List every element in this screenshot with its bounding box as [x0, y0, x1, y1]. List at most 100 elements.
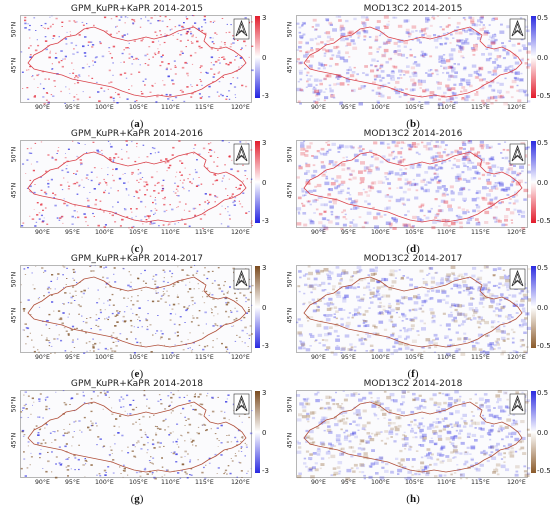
colorbar-tick: -3 — [262, 217, 269, 225]
map-panel-a: GPM_KuPR+KaPR 2014-2015 50°N 45°N 90°E 95°E 1… — [2, 4, 272, 130]
colorbar-tick: 3 — [262, 264, 267, 272]
y-tick-label: 50°N — [10, 396, 18, 413]
panel-letter: g — [134, 493, 140, 505]
colorbar-tick: -0.5 — [537, 92, 550, 100]
colorbar-tick: 0 — [262, 429, 267, 437]
panel-title: GPM_KuPR+KaPR 2014-2017 — [70, 254, 204, 264]
colorbar-tick: -0.5 — [537, 342, 550, 350]
country-border — [303, 401, 523, 473]
map-panel-f: MOD13C2 2014-2017 50°N 45°N 90°E 95°E 100°E 10… — [278, 254, 550, 380]
panel-label: (g) — [130, 493, 144, 505]
x-tick-label: 110°E — [161, 104, 180, 111]
x-tick-label: 100°E — [371, 229, 390, 236]
change-map — [296, 265, 533, 357]
panel-letter: h — [409, 493, 417, 505]
map-frame — [296, 15, 528, 103]
x-tick-label: 110°E — [161, 479, 180, 486]
change-map — [20, 140, 253, 230]
x-tick-label: 120°E — [507, 229, 526, 236]
colorbar-tick: 0 — [262, 54, 267, 62]
x-tick-label: 105°E — [405, 479, 424, 486]
panel-title: GPM_KuPR+KaPR 2014-2015 — [70, 4, 204, 14]
colorbar-tick: 3 — [262, 14, 267, 22]
north-arrow-icon — [509, 18, 526, 40]
y-tick-label: 50°N — [10, 146, 18, 163]
x-tick-label: 95°E — [65, 354, 80, 361]
x-tick-label: 95°E — [341, 479, 356, 486]
panel-title: MOD13C2 2014-2017 — [363, 254, 463, 264]
colorbar — [531, 391, 536, 473]
x-tick-label: 110°E — [437, 229, 456, 236]
y-tick-label: 45°N — [286, 57, 294, 74]
x-tick-label: 105°E — [129, 354, 148, 361]
colorbar-tick: 0.5 — [537, 14, 549, 22]
panel-label: (c) — [130, 243, 144, 255]
y-tick-label: 45°N — [286, 432, 294, 449]
map-frame — [20, 390, 252, 478]
raster-field — [21, 140, 253, 230]
x-tick-label: 105°E — [129, 104, 148, 111]
raster-field — [296, 140, 533, 232]
y-tick-label: 50°N — [286, 271, 294, 288]
change-map — [20, 390, 253, 480]
panel-letter: f — [411, 368, 415, 380]
panel-letter: c — [134, 243, 140, 255]
map-panel-b: MOD13C2 2014-2015 50°N 45°N 90°E 95°E 100°E 10… — [278, 4, 550, 130]
colorbar — [255, 141, 260, 223]
colorbar-tick: 0.0 — [537, 304, 549, 312]
x-tick-label: 95°E — [341, 104, 356, 111]
x-tick-label: 100°E — [371, 354, 390, 361]
panel-title: MOD13C2 2014-2016 — [363, 129, 463, 139]
country-border — [303, 276, 523, 348]
north-arrow-icon — [509, 143, 526, 165]
panel-title: GPM_KuPR+KaPR 2014-2018 — [70, 379, 204, 389]
x-tick-label: 95°E — [65, 229, 80, 236]
x-tick-label: 120°E — [507, 479, 526, 486]
panel-letter: a — [134, 118, 140, 130]
map-frame — [296, 140, 528, 228]
colorbar-tick: -0.5 — [537, 217, 550, 225]
map-frame — [20, 265, 252, 353]
raster-field — [20, 15, 254, 105]
panel-label: (a) — [130, 118, 144, 130]
x-tick-label: 120°E — [231, 229, 250, 236]
x-tick-label: 115°E — [471, 354, 490, 361]
panel-title: GPM_KuPR+KaPR 2014-2016 — [70, 129, 204, 139]
x-tick-label: 100°E — [95, 354, 114, 361]
x-tick-label: 100°E — [95, 479, 114, 486]
map-frame — [296, 390, 528, 478]
x-tick-label: 110°E — [437, 104, 456, 111]
colorbar-tick: 0 — [262, 179, 267, 187]
x-tick-label: 115°E — [195, 229, 214, 236]
x-tick-label: 105°E — [405, 229, 424, 236]
x-tick-label: 115°E — [471, 479, 490, 486]
colorbar-tick: -3 — [262, 467, 269, 475]
map-frame — [296, 265, 528, 353]
north-arrow-icon — [233, 393, 250, 415]
country-border — [27, 276, 247, 348]
country-border — [27, 151, 247, 223]
y-tick-label: 45°N — [10, 57, 18, 74]
map-frame — [20, 140, 252, 228]
x-tick-label: 110°E — [437, 479, 456, 486]
x-tick-label: 120°E — [231, 354, 250, 361]
x-tick-label: 105°E — [129, 479, 148, 486]
panel-label: (d) — [406, 243, 420, 255]
map-panel-c: GPM_KuPR+KaPR 2014-2016 50°N 45°N 90°E 95°E 1… — [2, 129, 272, 255]
north-arrow-icon — [233, 18, 250, 40]
panel-label: (h) — [406, 493, 420, 505]
north-arrow-icon — [233, 268, 250, 290]
panel-title: MOD13C2 2014-2015 — [363, 4, 463, 14]
y-tick-label: 50°N — [286, 21, 294, 38]
map-panel-d: MOD13C2 2014-2016 50°N 45°N 90°E 95°E 100°E 10… — [278, 129, 550, 255]
x-tick-label: 105°E — [405, 354, 424, 361]
change-map — [296, 140, 533, 232]
y-tick-label: 50°N — [286, 146, 294, 163]
colorbar-tick: 0 — [262, 304, 267, 312]
x-tick-label: 90°E — [35, 104, 50, 111]
x-tick-label: 115°E — [195, 354, 214, 361]
colorbar-tick: 0.0 — [537, 54, 549, 62]
x-tick-label: 95°E — [341, 229, 356, 236]
x-tick-label: 90°E — [311, 104, 326, 111]
map-panel-g: GPM_KuPR+KaPR 2014-2018 50°N 45°N 90°E 95°E 1… — [2, 379, 272, 505]
